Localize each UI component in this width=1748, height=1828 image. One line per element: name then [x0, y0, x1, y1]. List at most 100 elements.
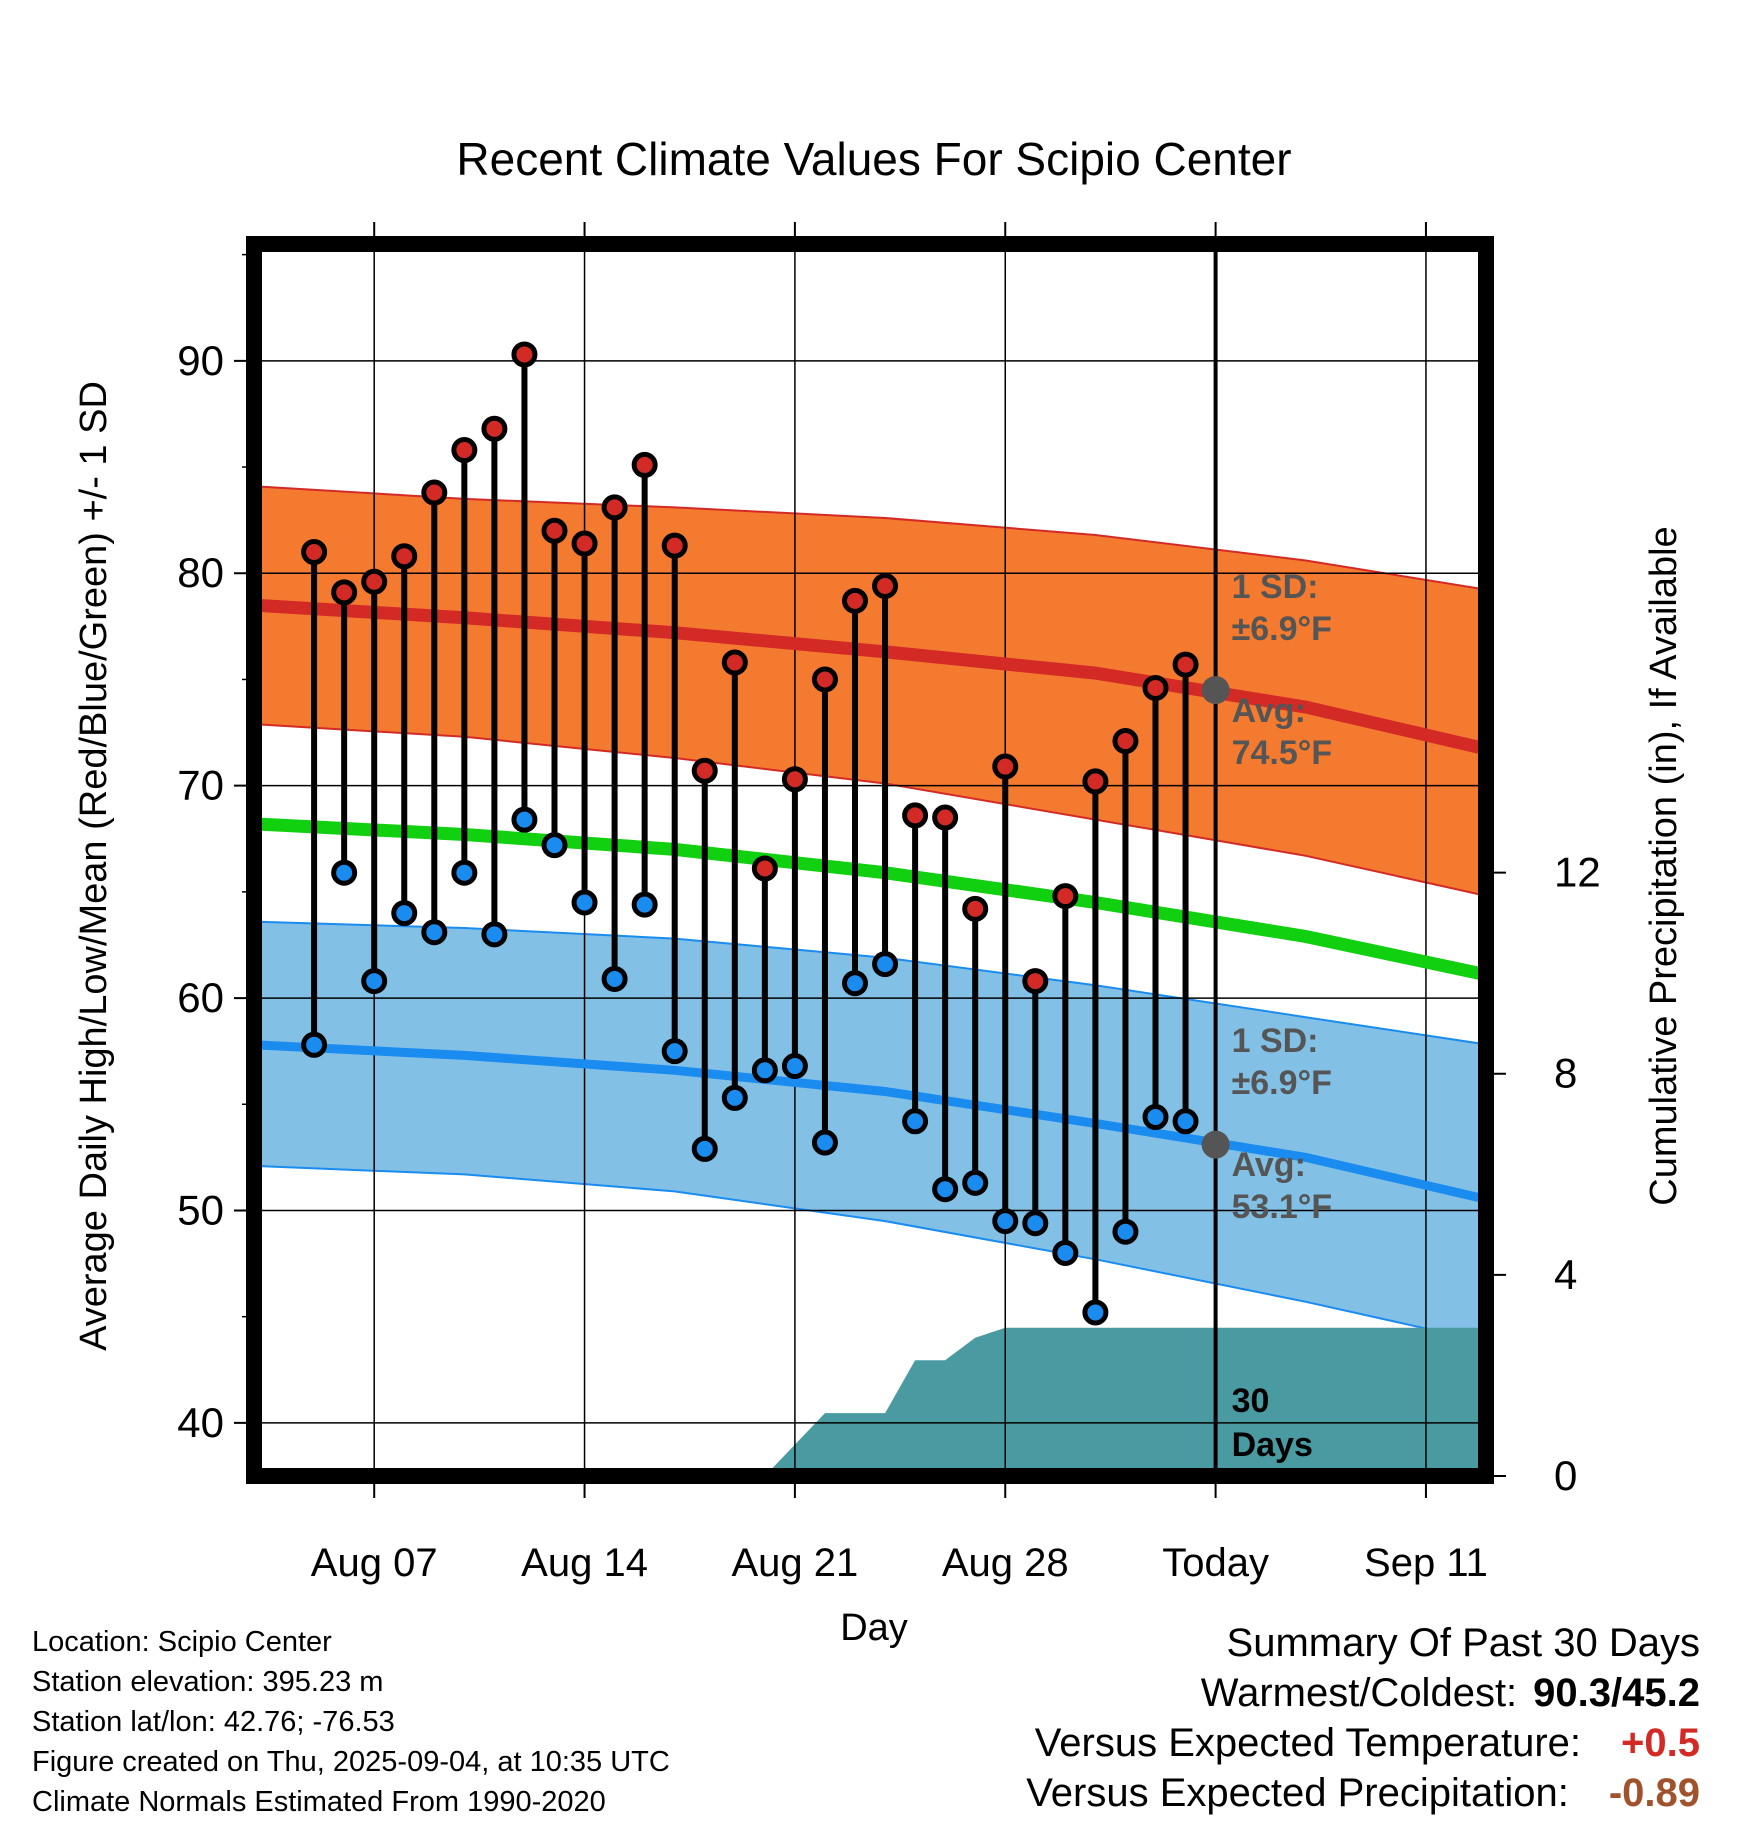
y-tick-label: 90 — [177, 337, 224, 384]
daily-low-point — [421, 919, 448, 946]
daily-high-point — [962, 895, 989, 922]
days-label-word: Days — [1232, 1426, 1313, 1464]
daily-high-point — [902, 802, 929, 829]
low-sd-value: ±6.9°F — [1232, 1064, 1332, 1102]
daily-high-point — [1052, 883, 1079, 910]
daily-high-point — [331, 579, 358, 606]
warmest-label: Warmest/Coldest: — [1200, 1671, 1518, 1715]
daily-low-point — [661, 1038, 688, 1065]
summary-precip-row: Versus Expected Precipitation: -0.89 — [1026, 1768, 1700, 1818]
daily-low-point — [511, 806, 538, 833]
x-tick-label: Aug 14 — [521, 1541, 648, 1585]
low-avg-label: Avg: — [1232, 1146, 1306, 1184]
daily-low-point — [872, 951, 899, 978]
daily-high-point — [1142, 674, 1169, 701]
x-tick-label: Sep 11 — [1364, 1541, 1488, 1585]
x-axis-label: Day — [840, 1607, 908, 1649]
daily-low-point — [781, 1053, 808, 1080]
summary-title: Summary Of Past 30 Days — [1226, 1621, 1700, 1665]
daily-high-point — [781, 766, 808, 793]
low-sd-label: 1 SD: — [1232, 1022, 1319, 1060]
daily-low-point — [902, 1108, 929, 1135]
created-text: Figure created on Thu, 2025-09-04, at 10… — [32, 1746, 670, 1778]
daily-low-point — [1082, 1299, 1109, 1326]
daily-high-point — [661, 532, 688, 559]
daily-low-point — [1112, 1218, 1139, 1245]
y2-tick-label: 4 — [1554, 1251, 1577, 1298]
summary-panel: Summary Of Past 30 Days Warmest/Coldest:… — [1026, 1618, 1700, 1818]
y-tick-label: 40 — [177, 1399, 224, 1446]
daily-low-point — [571, 889, 598, 916]
daily-low-point — [842, 970, 868, 997]
daily-high-point — [992, 753, 1019, 780]
station-info: Location: Scipio Center Station elevatio… — [32, 1622, 670, 1822]
y-tick-label: 60 — [177, 974, 224, 1021]
daily-low-point — [1022, 1210, 1049, 1237]
chart-title: Recent Climate Values For Scipio Center — [456, 133, 1291, 185]
daily-high-point — [421, 479, 448, 506]
high-sd-label: 1 SD: — [1232, 568, 1319, 606]
warmest-value: 90.3/45.2 — [1533, 1671, 1700, 1715]
daily-high-point — [511, 341, 538, 368]
latlon-text: Station lat/lon: 42.76; -76.53 — [32, 1706, 395, 1738]
daily-high-point — [1172, 651, 1199, 678]
high-avg-value: 74.5°F — [1232, 734, 1333, 772]
low-normal-line — [254, 1040, 1486, 1204]
daily-low-point — [451, 859, 478, 886]
y-tick-label: 70 — [177, 762, 224, 809]
precip-area — [254, 1327, 1486, 1476]
y2-axis-label: Cumulative Precipitation (in), If Availa… — [1643, 526, 1685, 1205]
daily-low-point — [541, 832, 568, 859]
y-tick-label: 50 — [177, 1186, 224, 1233]
daily-low-point — [601, 965, 628, 992]
high-sd-band — [254, 485, 1486, 897]
daily-high-point — [361, 568, 388, 595]
daily-low-point — [631, 891, 658, 918]
low-avg-value: 53.1°F — [1232, 1188, 1333, 1226]
daily-high-point — [481, 415, 508, 442]
daily-high-point — [391, 543, 418, 570]
daily-high-point — [751, 855, 778, 882]
elevation-text: Station elevation: 395.23 m — [32, 1666, 384, 1698]
precip-label: Versus Expected Precipitation: — [1026, 1771, 1569, 1815]
daily-low-point — [721, 1084, 748, 1111]
daily-high-point — [571, 530, 598, 557]
x-tick-label: Aug 28 — [942, 1541, 1069, 1585]
today-low-avg-point — [1201, 1130, 1230, 1159]
temp-label: Versus Expected Temperature: — [1034, 1721, 1582, 1765]
daily-high-point — [721, 649, 748, 676]
y-tick-label: 80 — [177, 549, 224, 596]
daily-low-point — [331, 859, 358, 886]
y2-tick-label: 12 — [1554, 849, 1601, 896]
summary-temp-row: Versus Expected Temperature: +0.5 — [1026, 1718, 1700, 1768]
daily-high-point — [872, 572, 899, 599]
daily-low-point — [1142, 1104, 1169, 1131]
daily-low-point — [811, 1129, 838, 1156]
summary-warmest-row: Warmest/Coldest: 90.3/45.2 — [1026, 1668, 1700, 1718]
location-text: Location: Scipio Center — [32, 1626, 332, 1658]
x-tick-label: Today — [1162, 1541, 1269, 1585]
precip-value: -0.89 — [1608, 1771, 1700, 1815]
days-label-number: 30 — [1232, 1382, 1270, 1420]
daily-high-point — [631, 451, 658, 478]
daily-low-point — [361, 968, 388, 995]
high-avg-label: Avg: — [1232, 692, 1306, 730]
daily-low-point — [992, 1208, 1019, 1235]
daily-high-point — [691, 757, 718, 784]
daily-low-point — [691, 1135, 718, 1162]
normals-text: Climate Normals Estimated From 1990-2020 — [32, 1786, 606, 1818]
high-sd-value: ±6.9°F — [1232, 610, 1332, 648]
daily-high-point — [1022, 968, 1049, 995]
plot-area: 1 SD: ±6.9°F Avg: 74.5°F 1 SD: ±6.9°F Avg: 53.1… — [177, 222, 1601, 1585]
daily-low-point — [1172, 1108, 1199, 1135]
low-sd-band — [254, 920, 1486, 1343]
y-axis-label: Average Daily High/Low/Mean (Red/Blue/Gr… — [73, 381, 115, 1351]
daily-high-point — [932, 804, 959, 831]
daily-low-point — [391, 900, 418, 927]
daily-low-point — [751, 1057, 778, 1084]
x-tick-label: Aug 21 — [732, 1541, 859, 1585]
daily-high-point — [842, 587, 868, 614]
daily-low-point — [301, 1031, 328, 1058]
daily-low-point — [962, 1169, 989, 1196]
